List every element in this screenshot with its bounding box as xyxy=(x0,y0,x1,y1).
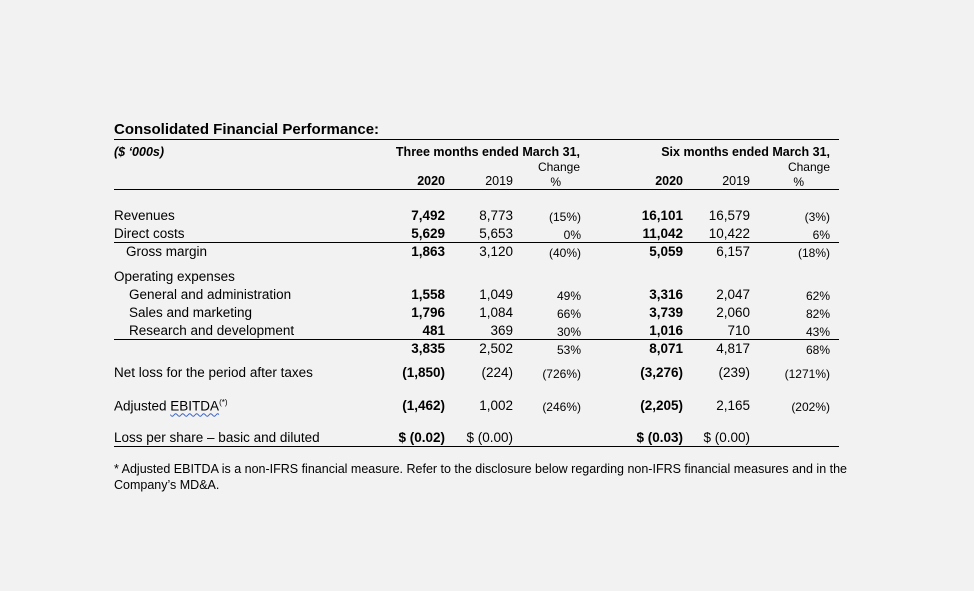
cell: (726%) xyxy=(542,367,581,381)
cell: 11,042 xyxy=(642,226,683,241)
cell: 16,579 xyxy=(708,208,750,223)
cell: 3,316 xyxy=(649,287,683,302)
cell: 0% xyxy=(563,228,581,242)
opex-rule xyxy=(114,339,839,340)
cell: 5,629 xyxy=(411,226,445,241)
row-label-direct-costs: Direct costs xyxy=(114,226,185,241)
cell: 710 xyxy=(727,323,750,338)
cell: (15%) xyxy=(548,210,581,224)
cell: 43% xyxy=(805,325,830,339)
cell: 62% xyxy=(805,289,830,303)
cell: $ (0.02) xyxy=(398,430,445,445)
cell: 2,502 xyxy=(479,341,513,356)
cell: 66% xyxy=(556,307,581,321)
year-2019-three: 2019 xyxy=(485,174,513,188)
cell: 2,165 xyxy=(716,398,750,413)
cell: 2,060 xyxy=(716,305,750,320)
year-2020-six: 2020 xyxy=(655,174,683,188)
row-label-operating-expenses: Operating expenses xyxy=(114,269,235,284)
cell: 5,653 xyxy=(479,226,513,241)
cell: (3,276) xyxy=(640,365,683,380)
cell: (202%) xyxy=(791,400,830,414)
cell: 3,739 xyxy=(649,305,683,320)
cell: (224) xyxy=(481,365,513,380)
cell: 16,101 xyxy=(641,208,683,223)
cell: 1,049 xyxy=(479,287,513,302)
change-header-six: Change xyxy=(787,160,830,174)
cell: 49% xyxy=(556,289,581,303)
year-2020-three: 2020 xyxy=(417,174,445,188)
cell: (1,850) xyxy=(402,365,445,380)
header-rule xyxy=(114,189,839,190)
cell: 369 xyxy=(490,323,513,338)
cell: 4,817 xyxy=(716,341,750,356)
cell: $ (0.03) xyxy=(636,430,683,445)
year-2019-six: 2019 xyxy=(722,174,750,188)
table-title: Consolidated Financial Performance: xyxy=(114,121,380,138)
cell: 1,084 xyxy=(479,305,513,320)
three-months-header: Three months ended March 31, xyxy=(395,145,580,159)
cell: 1,558 xyxy=(411,287,445,302)
cell: 6% xyxy=(812,228,830,242)
cell: 68% xyxy=(805,343,830,357)
pct-header-three: % xyxy=(550,175,561,189)
cell: 53% xyxy=(556,343,581,357)
cell: 10,422 xyxy=(708,226,750,241)
cell: 8,071 xyxy=(649,341,683,356)
six-months-header: Six months ended March 31, xyxy=(661,145,830,159)
footnote: * Adjusted EBITDA is a non-IFRS financia… xyxy=(114,462,848,492)
cell: (1,462) xyxy=(402,398,445,413)
cell: 8,773 xyxy=(479,208,513,223)
subtotal-rule xyxy=(114,242,839,243)
bottom-rule xyxy=(114,446,839,447)
cell: 1,016 xyxy=(649,323,683,338)
cell: (239) xyxy=(718,365,750,380)
cell: 6,157 xyxy=(716,244,750,259)
cell: 7,492 xyxy=(411,208,445,223)
cell: 5,059 xyxy=(649,244,683,259)
cell: (3%) xyxy=(804,210,830,224)
cell: 1,002 xyxy=(479,398,513,413)
row-label-revenues: Revenues xyxy=(114,208,175,223)
cell: (246%) xyxy=(542,400,581,414)
title-rule xyxy=(114,139,839,140)
units-label: ($ ‘000s) xyxy=(114,145,165,159)
row-label-gross-margin: Gross margin xyxy=(126,244,208,259)
cell: $ (0.00) xyxy=(703,430,750,445)
cell: 30% xyxy=(556,325,581,339)
cell: (18%) xyxy=(797,246,830,260)
cell: (40%) xyxy=(548,246,581,260)
row-label-net-loss: Net loss for the period after taxes xyxy=(114,365,313,380)
row-label-general-admin: General and administration xyxy=(129,287,292,302)
cell: (1271%) xyxy=(784,367,830,381)
cell: 481 xyxy=(422,323,445,338)
cell: $ (0.00) xyxy=(466,430,513,445)
cell: 1,796 xyxy=(411,305,445,320)
row-label-loss-per-share: Loss per share – basic and diluted xyxy=(114,430,320,445)
change-header-three: Change xyxy=(537,160,580,174)
cell: 1,863 xyxy=(411,244,445,259)
row-label-sales-marketing: Sales and marketing xyxy=(129,305,253,320)
row-label-adjusted-ebitda: Adjusted EBITDA(*) xyxy=(114,398,228,414)
cell: 2,047 xyxy=(716,287,750,302)
cell: 82% xyxy=(805,307,830,321)
cell: (2,205) xyxy=(640,398,683,413)
cell: 3,835 xyxy=(411,341,445,356)
cell: 3,120 xyxy=(479,244,513,259)
pct-header-six: % xyxy=(793,175,804,189)
row-label-research-development: Research and development xyxy=(129,323,295,338)
